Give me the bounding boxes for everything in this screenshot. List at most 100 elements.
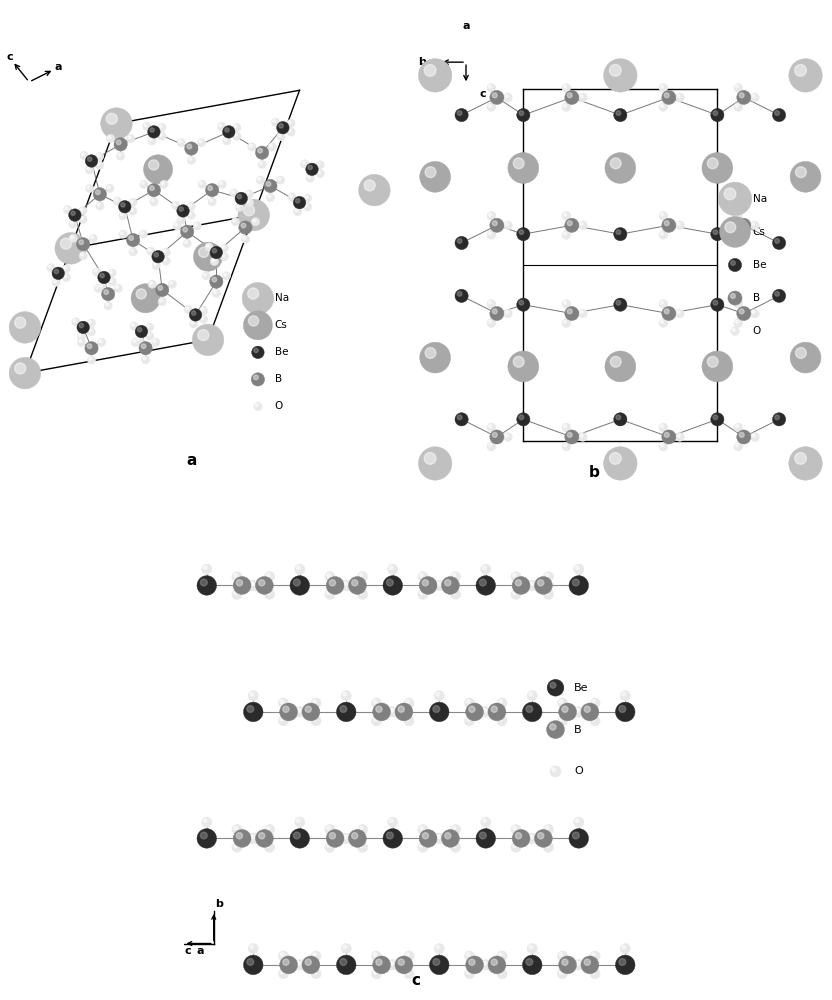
Circle shape: [311, 716, 321, 726]
Circle shape: [140, 180, 148, 188]
Circle shape: [176, 205, 190, 217]
Circle shape: [135, 325, 148, 338]
Circle shape: [450, 589, 461, 599]
Circle shape: [737, 90, 750, 104]
Circle shape: [77, 238, 90, 251]
Circle shape: [425, 348, 436, 358]
Circle shape: [519, 230, 523, 234]
Circle shape: [468, 959, 475, 965]
Circle shape: [108, 136, 111, 139]
Circle shape: [735, 301, 739, 304]
Circle shape: [148, 137, 156, 145]
Text: b: b: [215, 899, 223, 909]
Circle shape: [73, 319, 76, 322]
Circle shape: [725, 222, 735, 233]
Circle shape: [789, 447, 822, 480]
Circle shape: [188, 212, 191, 215]
Circle shape: [295, 199, 300, 203]
Circle shape: [279, 969, 289, 979]
Circle shape: [198, 330, 209, 341]
Circle shape: [208, 198, 216, 206]
Circle shape: [419, 342, 451, 373]
Circle shape: [790, 342, 821, 373]
Circle shape: [424, 64, 436, 76]
Circle shape: [94, 269, 97, 272]
Circle shape: [270, 144, 272, 147]
Circle shape: [159, 125, 162, 128]
Circle shape: [130, 322, 138, 330]
Circle shape: [450, 842, 461, 852]
Circle shape: [567, 309, 572, 314]
Circle shape: [188, 204, 191, 207]
Circle shape: [136, 338, 140, 341]
Circle shape: [52, 267, 65, 280]
Circle shape: [550, 766, 561, 777]
Circle shape: [424, 453, 436, 464]
Circle shape: [139, 230, 147, 238]
Circle shape: [543, 571, 553, 582]
Circle shape: [100, 273, 104, 278]
Circle shape: [294, 707, 304, 717]
Circle shape: [115, 199, 117, 201]
Circle shape: [233, 123, 241, 132]
Circle shape: [280, 953, 284, 956]
Text: B: B: [574, 725, 582, 735]
Circle shape: [562, 959, 568, 965]
Circle shape: [371, 969, 382, 979]
Circle shape: [120, 213, 123, 216]
Circle shape: [559, 717, 562, 721]
Circle shape: [121, 232, 123, 234]
Circle shape: [735, 425, 739, 428]
Circle shape: [15, 317, 26, 328]
Text: O: O: [275, 401, 283, 411]
Circle shape: [528, 833, 538, 844]
Circle shape: [550, 682, 556, 688]
Text: Cs: Cs: [753, 227, 765, 237]
Circle shape: [185, 142, 198, 155]
Circle shape: [204, 819, 207, 822]
Circle shape: [152, 250, 165, 263]
Circle shape: [458, 292, 462, 296]
Circle shape: [406, 700, 409, 703]
Text: a: a: [55, 62, 62, 72]
Circle shape: [390, 962, 394, 965]
Circle shape: [584, 706, 591, 712]
Circle shape: [772, 236, 785, 250]
Circle shape: [129, 236, 133, 240]
Circle shape: [481, 817, 491, 827]
Circle shape: [266, 573, 270, 577]
Circle shape: [563, 425, 567, 428]
Circle shape: [720, 216, 750, 247]
Circle shape: [389, 566, 393, 569]
Circle shape: [488, 703, 506, 721]
Circle shape: [702, 351, 733, 382]
Circle shape: [187, 202, 196, 211]
Circle shape: [487, 300, 496, 308]
Circle shape: [153, 263, 156, 266]
Circle shape: [450, 824, 461, 835]
Circle shape: [482, 707, 492, 717]
Circle shape: [190, 320, 198, 328]
Circle shape: [567, 432, 572, 437]
Circle shape: [730, 327, 740, 336]
Circle shape: [750, 221, 760, 230]
Circle shape: [71, 211, 75, 215]
Circle shape: [563, 444, 567, 447]
Circle shape: [775, 239, 780, 243]
Circle shape: [620, 944, 631, 954]
Circle shape: [497, 698, 508, 708]
Circle shape: [106, 113, 117, 124]
Circle shape: [220, 253, 229, 261]
Circle shape: [96, 190, 100, 195]
Circle shape: [258, 160, 266, 168]
Circle shape: [101, 108, 132, 139]
Circle shape: [158, 297, 166, 306]
Circle shape: [418, 842, 428, 852]
Circle shape: [142, 122, 151, 131]
Circle shape: [302, 956, 319, 974]
Circle shape: [713, 111, 718, 115]
Circle shape: [581, 956, 599, 974]
Circle shape: [80, 151, 88, 160]
Circle shape: [87, 344, 92, 349]
Circle shape: [436, 945, 439, 949]
